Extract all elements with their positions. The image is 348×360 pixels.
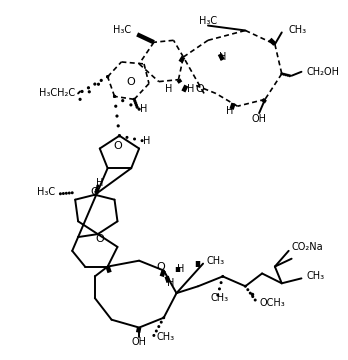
Circle shape [81, 91, 83, 93]
Circle shape [97, 185, 98, 187]
Circle shape [254, 299, 256, 301]
Circle shape [107, 76, 109, 78]
Circle shape [126, 136, 128, 138]
Text: H: H [226, 106, 233, 116]
Circle shape [153, 335, 155, 336]
Circle shape [135, 102, 136, 104]
Circle shape [97, 84, 99, 85]
Circle shape [71, 192, 73, 194]
Circle shape [285, 74, 286, 76]
Circle shape [133, 98, 135, 100]
Text: H: H [140, 104, 148, 114]
Text: CH₃: CH₃ [211, 293, 229, 303]
Text: H₃C: H₃C [199, 15, 217, 26]
Text: CH₃: CH₃ [288, 26, 307, 36]
Text: H: H [96, 178, 103, 188]
Text: O: O [95, 234, 104, 244]
Text: O: O [196, 85, 205, 94]
Circle shape [114, 95, 116, 97]
Text: H: H [219, 52, 227, 62]
Circle shape [88, 87, 89, 89]
Circle shape [130, 104, 132, 106]
Circle shape [287, 75, 288, 76]
Circle shape [63, 193, 64, 194]
Text: H: H [143, 136, 151, 146]
Circle shape [88, 91, 90, 93]
Circle shape [134, 100, 136, 102]
Text: H: H [177, 264, 184, 274]
Circle shape [283, 73, 285, 75]
Circle shape [116, 115, 118, 117]
Circle shape [219, 288, 220, 290]
Circle shape [247, 289, 248, 291]
Text: H₃C: H₃C [113, 26, 131, 36]
Text: CH₂OH: CH₂OH [306, 67, 339, 77]
Circle shape [134, 138, 135, 140]
Text: OH: OH [252, 114, 267, 124]
Circle shape [289, 75, 291, 77]
Circle shape [94, 83, 96, 85]
Circle shape [135, 104, 137, 106]
Text: H: H [187, 85, 194, 94]
Circle shape [220, 282, 222, 283]
Circle shape [107, 76, 109, 78]
Text: O: O [127, 77, 136, 87]
Circle shape [114, 95, 116, 97]
Circle shape [250, 292, 251, 294]
Circle shape [60, 193, 61, 194]
Circle shape [122, 100, 124, 102]
Text: H₃C: H₃C [37, 187, 55, 197]
Text: CH₃: CH₃ [206, 256, 224, 266]
Circle shape [281, 73, 283, 75]
Circle shape [160, 321, 162, 323]
Circle shape [79, 98, 81, 100]
Circle shape [217, 294, 219, 296]
Text: CH₃: CH₃ [157, 332, 175, 342]
Text: CH₃: CH₃ [306, 271, 324, 282]
Text: O: O [156, 262, 165, 271]
Circle shape [222, 276, 223, 277]
Text: H₃CH₂C: H₃CH₂C [39, 89, 75, 98]
Circle shape [156, 330, 157, 332]
Circle shape [96, 189, 97, 191]
Text: O: O [90, 187, 99, 197]
Circle shape [136, 106, 138, 108]
Circle shape [158, 326, 160, 327]
Text: CO₂Na: CO₂Na [292, 242, 323, 252]
Circle shape [119, 135, 120, 136]
Circle shape [65, 193, 67, 194]
Text: OCH₃: OCH₃ [259, 298, 285, 308]
Circle shape [163, 317, 165, 319]
Text: H: H [165, 85, 172, 94]
Circle shape [245, 285, 246, 287]
Circle shape [141, 140, 143, 141]
Circle shape [96, 187, 98, 189]
Text: H: H [167, 278, 174, 288]
Text: OH: OH [132, 337, 147, 347]
Circle shape [117, 125, 119, 127]
Circle shape [69, 192, 70, 194]
Text: O: O [113, 140, 122, 150]
Circle shape [115, 105, 117, 107]
Circle shape [138, 108, 140, 110]
Circle shape [95, 191, 97, 193]
Circle shape [119, 135, 120, 136]
Circle shape [100, 80, 102, 81]
Circle shape [252, 296, 254, 297]
